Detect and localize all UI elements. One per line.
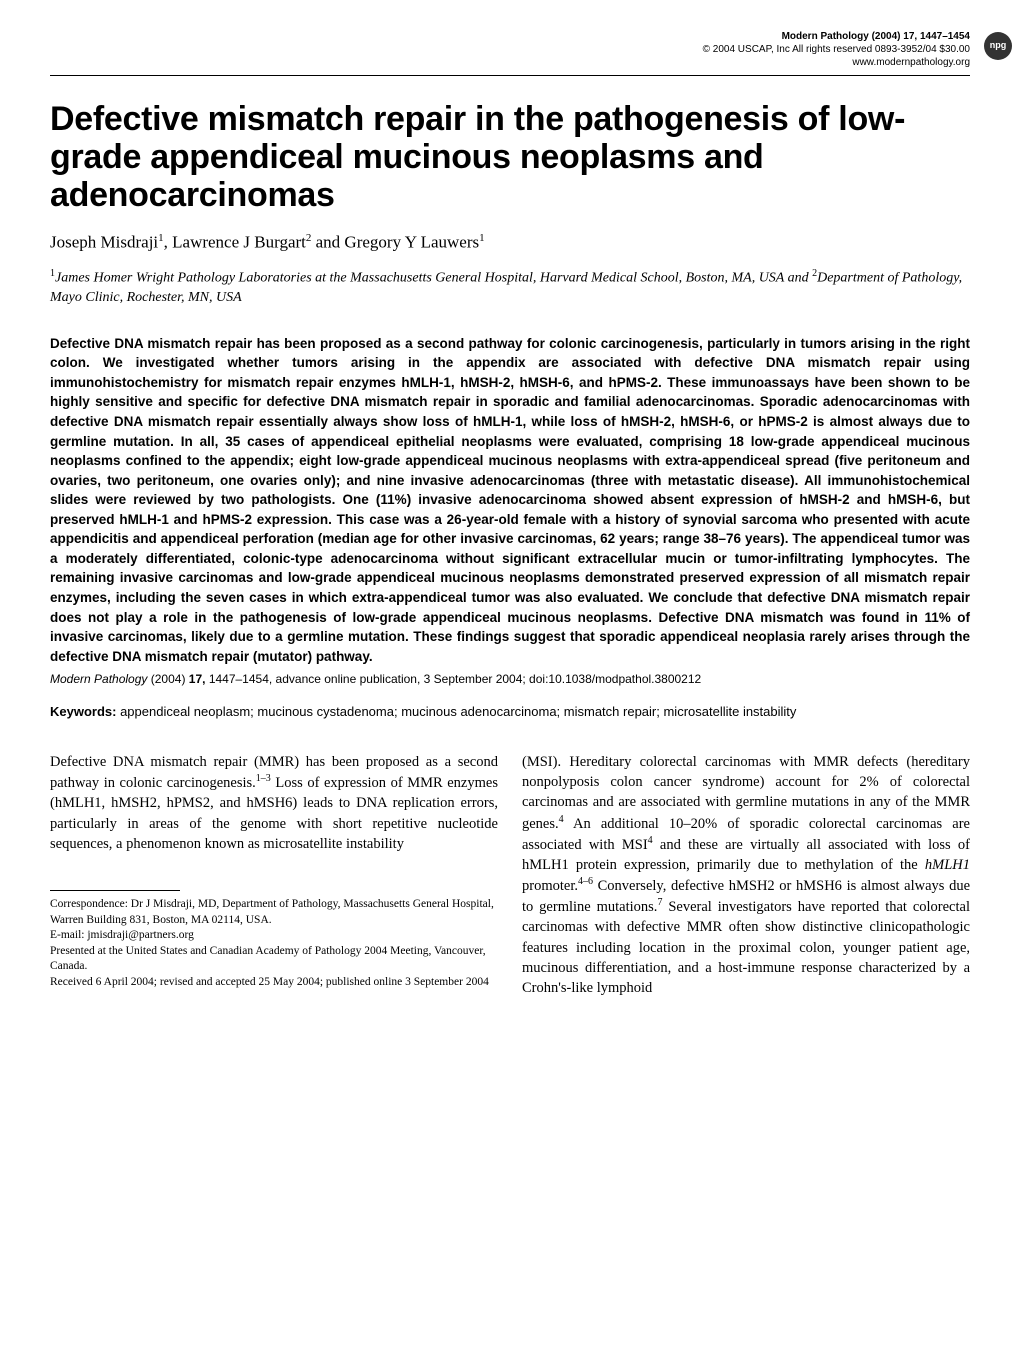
footnotes: Correspondence: Dr J Misdraji, MD, Depar… [50,897,498,990]
author-list: Joseph Misdraji1, Lawrence J Burgart2 an… [50,232,970,253]
citation-journal: Modern Pathology [50,672,147,686]
header-divider [50,75,970,76]
footnote-received: Received 6 April 2004; revised and accep… [50,975,498,991]
citation-volume: 17, [189,672,206,686]
body-paragraph: (MSI). Hereditary colorectal carcinomas … [522,752,970,999]
body-col-left: Defective DNA mismatch repair (MMR) has … [50,752,498,999]
keywords-label: Keywords: [50,704,116,719]
abstract: Defective DNA mismatch repair has been p… [50,334,970,667]
body-columns: Defective DNA mismatch repair (MMR) has … [50,752,970,999]
footnote-email: E-mail: jmisdraji@partners.org [50,928,498,944]
footnote-presented: Presented at the United States and Canad… [50,944,498,975]
footnote-correspondence: Correspondence: Dr J Misdraji, MD, Depar… [50,897,498,928]
journal-ref: Modern Pathology (2004) 17, 1447–1454 [50,30,970,43]
citation-year: (2004) [151,672,189,686]
keywords-text: appendiceal neoplasm; mucinous cystadeno… [116,704,796,719]
keywords: Keywords: appendiceal neoplasm; mucinous… [50,702,970,722]
footnote-divider [50,890,180,891]
publisher-badge: npg [984,32,1012,60]
citation-line: Modern Pathology (2004) 17, 1447–1454, a… [50,672,970,686]
copyright-line: © 2004 USCAP, Inc All rights reserved 08… [50,43,970,56]
journal-header: npg Modern Pathology (2004) 17, 1447–145… [50,30,970,69]
citation-pages-doi: 1447–1454, advance online publication, 3… [209,672,701,686]
body-col-right: (MSI). Hereditary colorectal carcinomas … [522,752,970,999]
affiliations: 1James Homer Wright Pathology Laboratori… [50,267,970,308]
article-title: Defective mismatch repair in the pathoge… [50,100,970,214]
body-paragraph: Defective DNA mismatch repair (MMR) has … [50,752,498,854]
journal-url: www.modernpathology.org [50,56,970,69]
